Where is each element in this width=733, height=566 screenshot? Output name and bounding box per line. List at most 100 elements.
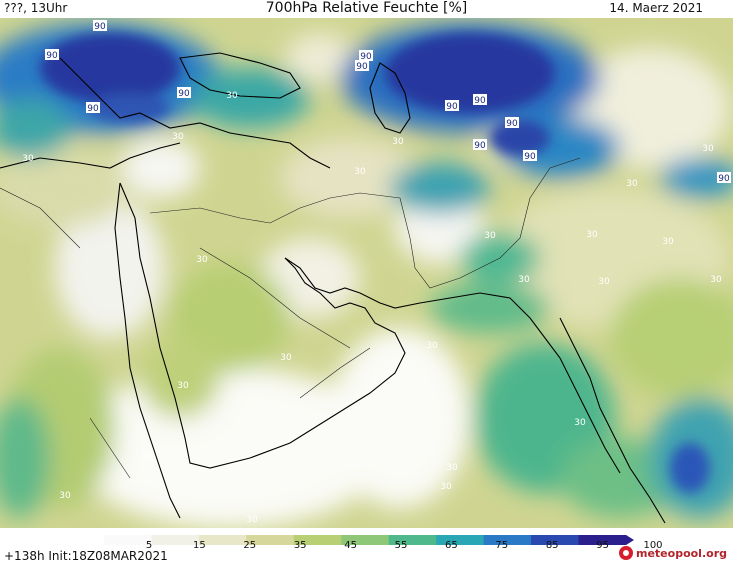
borders — [0, 157, 581, 479]
colorbar — [104, 530, 634, 545]
colorbar-tick-label: 65 — [445, 540, 458, 551]
contour-label: 30 — [196, 255, 208, 265]
svg-text:30: 30 — [392, 137, 404, 147]
svg-text:90: 90 — [474, 96, 486, 106]
forecast-date: 14. Maerz 2021 — [609, 1, 703, 15]
colorbar-swatch — [293, 535, 342, 545]
contour-label: 30 — [22, 154, 34, 164]
svg-text:30: 30 — [226, 91, 238, 101]
svg-text:90: 90 — [524, 152, 536, 162]
contour-label: 30 — [702, 144, 714, 154]
logo-icon — [619, 546, 633, 560]
colorbar-tick-label: 45 — [344, 540, 357, 551]
svg-text:30: 30 — [246, 515, 258, 525]
colorbar-tick-label: 35 — [293, 540, 307, 551]
contour-label: 90 — [445, 100, 459, 112]
colorbar-swatch — [198, 535, 247, 545]
svg-text:90: 90 — [360, 52, 372, 62]
svg-text:90: 90 — [87, 104, 99, 114]
contour-label: 30 — [518, 275, 530, 285]
logo[interactable]: meteopool.org — [619, 546, 727, 560]
svg-text:30: 30 — [22, 154, 34, 164]
contour-label: 30 — [59, 491, 71, 501]
svg-text:30: 30 — [426, 341, 438, 351]
colorbar-tick-label: 15 — [193, 540, 206, 551]
contour-label: 30 — [177, 381, 189, 391]
contour-label: 30 — [246, 515, 258, 525]
svg-text:90: 90 — [446, 102, 458, 112]
svg-text:30: 30 — [280, 353, 292, 363]
colorbar-swatch — [483, 535, 532, 545]
humidity-map: 90 90 90 90 90 90 90 90 90 90 90 90 30 30 30 30 30 30 30 30… — [0, 18, 733, 528]
contour-label: 30 — [392, 137, 404, 147]
contour-label: 90 — [93, 20, 107, 32]
contour-label: 30 — [662, 237, 674, 247]
contour-label: 90 — [505, 117, 519, 129]
svg-text:30: 30 — [598, 277, 610, 287]
svg-text:90: 90 — [506, 119, 518, 129]
contour-label: 30 — [626, 179, 638, 189]
colorbar-swatch — [531, 535, 580, 545]
contour-label: 30 — [354, 167, 366, 177]
contour-label: 90 — [473, 94, 487, 106]
svg-text:30: 30 — [662, 237, 674, 247]
colorbar-swatches — [104, 535, 634, 545]
contour-label: 30 — [140, 451, 152, 461]
colorbar-swatch — [436, 535, 485, 545]
contour-label: 30 — [598, 277, 610, 287]
svg-text:90: 90 — [356, 62, 368, 72]
contour-label: 30 — [172, 132, 184, 142]
svg-text:90: 90 — [46, 51, 58, 61]
contour-label: 90 — [359, 50, 373, 62]
contour-label: 30 — [226, 91, 238, 101]
run-info: +138h Init:18Z08MAR2021 — [4, 549, 168, 563]
svg-text:30: 30 — [710, 275, 722, 285]
svg-text:30: 30 — [574, 418, 586, 428]
colorbar-tick-label: 85 — [545, 540, 559, 551]
contour-label: 90 — [45, 49, 59, 61]
svg-text:30: 30 — [140, 451, 152, 461]
contour-label: 90 — [355, 60, 369, 72]
svg-text:30: 30 — [446, 463, 458, 473]
contour-label: 90 — [86, 102, 100, 114]
contour-label: 30 — [446, 463, 458, 473]
colorbar-tick-label: 75 — [495, 540, 509, 551]
svg-text:30: 30 — [484, 231, 496, 241]
colorbar-ticks: 5 15 25 35 45 55 65 75 85 95 100 — [104, 540, 663, 554]
contour-label: 30 — [440, 482, 452, 492]
colorbar-tick-label: 25 — [243, 540, 257, 551]
contour-label: 30 — [426, 341, 438, 351]
humidity-contour-labels: 9090909090909090909090903030303030303030… — [22, 20, 731, 525]
colorbar-swatch — [578, 535, 627, 545]
colorbar-swatch — [388, 535, 437, 545]
map-canvas: 9090909090909090909090903030303030303030… — [0, 18, 733, 528]
forecast-hour-label: ???, 13Uhr — [4, 1, 68, 15]
contour-label: 90 — [177, 87, 191, 99]
contour-label: 30 — [280, 353, 292, 363]
coastlines — [0, 52, 666, 524]
colorbar-swatch — [151, 535, 200, 545]
colorbar-swatch — [104, 535, 152, 545]
contour-label: 90 — [473, 139, 487, 151]
svg-text:90: 90 — [718, 174, 730, 184]
svg-text:30: 30 — [440, 482, 452, 492]
svg-text:90: 90 — [178, 89, 190, 99]
logo-text: meteopool.org — [636, 546, 727, 560]
svg-text:30: 30 — [172, 132, 184, 142]
colorbar-swatch — [246, 535, 295, 545]
colorbar-arrow — [626, 535, 634, 545]
colorbar-swatch — [341, 535, 390, 545]
colorbar-tick-label: 5 — [145, 540, 153, 551]
contour-label: 30 — [586, 230, 598, 240]
contour-label: 90 — [523, 150, 537, 162]
svg-text:30: 30 — [518, 275, 530, 285]
colorbar-tick-label: 100 — [643, 540, 663, 551]
map-title: 700hPa Relative Feuchte [%] — [265, 0, 468, 16]
contour-label: 30 — [484, 231, 496, 241]
colorbar-tick-label: 55 — [394, 540, 408, 551]
svg-text:90: 90 — [94, 22, 106, 32]
svg-text:30: 30 — [586, 230, 598, 240]
svg-text:30: 30 — [354, 167, 366, 177]
svg-text:90: 90 — [474, 141, 486, 151]
contour-label: 30 — [574, 418, 586, 428]
